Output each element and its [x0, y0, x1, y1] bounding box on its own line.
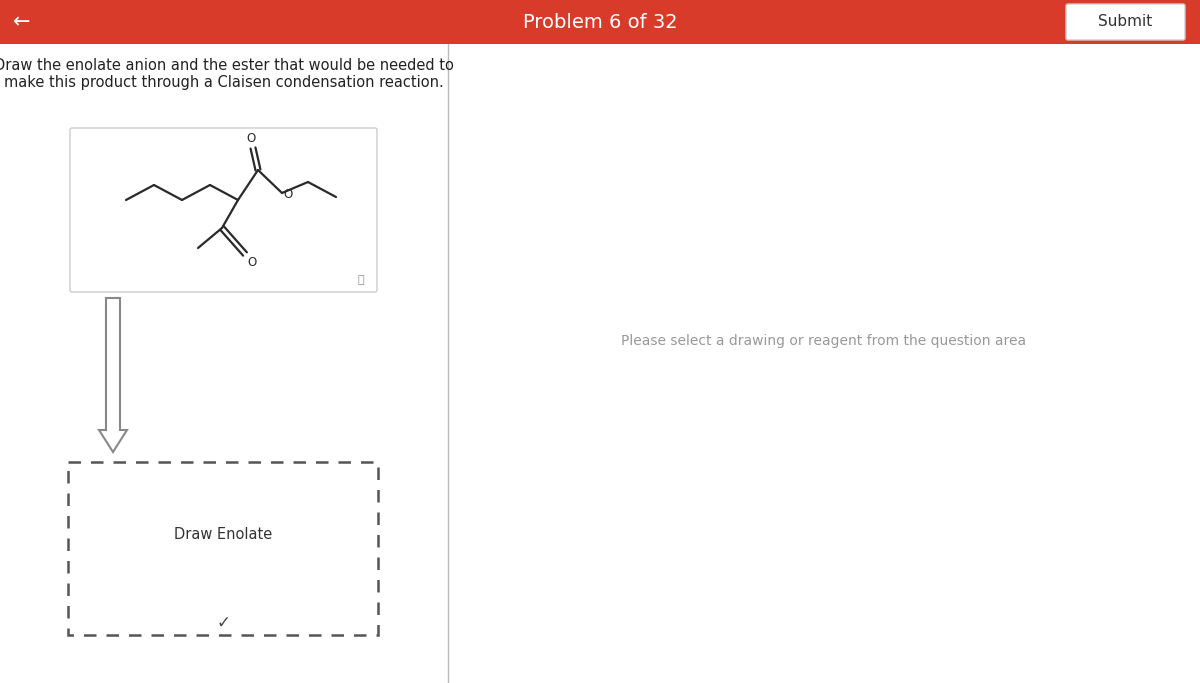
Text: Draw Enolate: Draw Enolate — [174, 527, 272, 542]
Polygon shape — [98, 298, 127, 452]
Text: Submit: Submit — [1098, 14, 1153, 29]
Text: O: O — [247, 256, 257, 269]
Text: Draw the enolate anion and the ester that would be needed to
make this product t: Draw the enolate anion and the ester tha… — [0, 58, 454, 90]
Text: Problem 6 of 32: Problem 6 of 32 — [523, 12, 677, 31]
Text: ←: ← — [13, 12, 31, 32]
Text: 🔍: 🔍 — [358, 275, 365, 285]
FancyBboxPatch shape — [70, 128, 377, 292]
Bar — [0, 0, 1200, 44]
Text: Please select a drawing or reagent from the question area: Please select a drawing or reagent from … — [622, 335, 1026, 348]
Bar — [68, 462, 378, 635]
FancyBboxPatch shape — [1066, 4, 1186, 40]
Text: O: O — [246, 132, 256, 145]
Text: ✓: ✓ — [216, 614, 230, 632]
Text: O: O — [283, 188, 293, 201]
